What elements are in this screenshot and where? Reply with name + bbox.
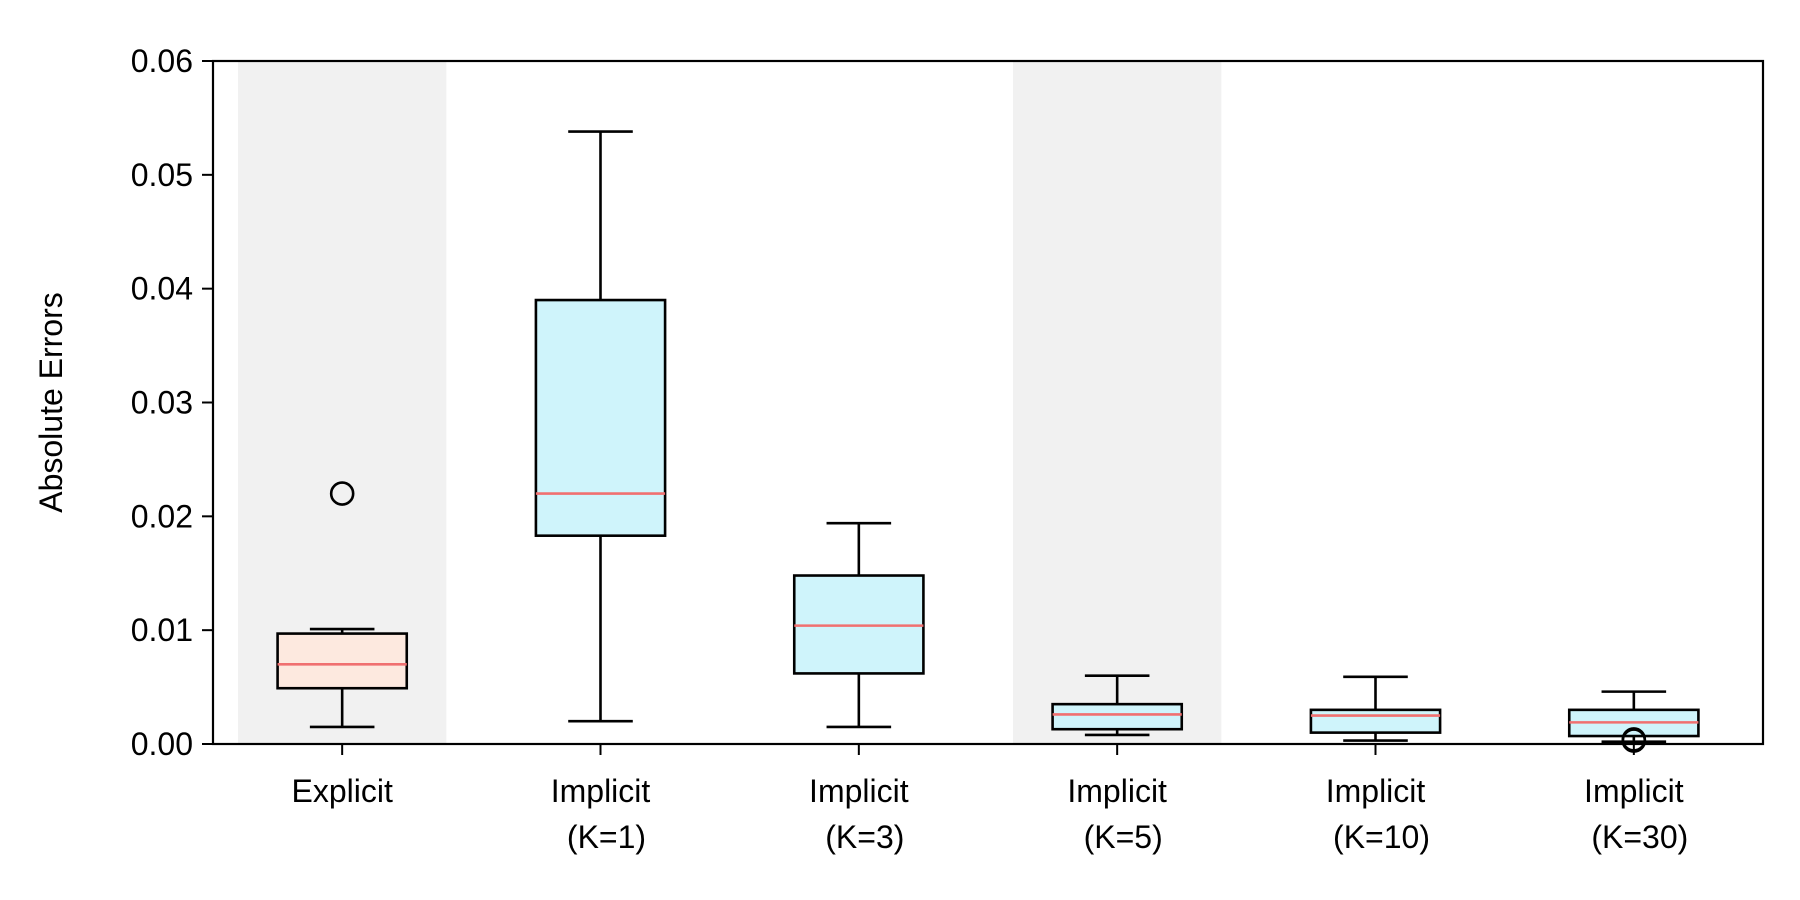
y-tick-label: 0.05	[131, 157, 193, 193]
box-1	[534, 130, 667, 723]
outlier-point	[329, 481, 355, 506]
y-tick-label: 0.03	[131, 385, 193, 421]
shade-band	[1013, 61, 1222, 744]
x-axis: Explicit Implicit (K=1) Implicit (K=3) Implic…	[291, 744, 1688, 855]
category-shading	[238, 61, 1222, 744]
y-tick-label: 0.04	[131, 271, 193, 307]
y-tick-label: 0.06	[131, 43, 193, 79]
x-tick-label: Implicit	[1067, 773, 1167, 809]
y-tick-label: 0.02	[131, 498, 193, 534]
x-tick-label-sub: (K=3)	[825, 819, 904, 855]
box-iqr	[1309, 708, 1442, 734]
x-tick-label-sub: (K=10)	[1333, 819, 1430, 855]
y-tick-label: 0.00	[131, 726, 193, 762]
box-iqr	[276, 632, 409, 690]
x-tick-label: Explicit	[291, 773, 392, 809]
y-axis: 0.00 0.01 0.02 0.03 0.04 0.05 0.06	[131, 43, 213, 762]
x-tick-label: Implicit	[551, 773, 651, 809]
box-2	[792, 521, 925, 729]
box-4	[1309, 675, 1442, 742]
x-tick-label-sub: (K=5)	[1084, 819, 1163, 855]
x-tick-label: Implicit	[1584, 773, 1684, 809]
box-iqr	[1051, 702, 1184, 731]
box-3	[1051, 674, 1184, 737]
box-0	[276, 481, 409, 729]
y-tick-label: 0.01	[131, 612, 193, 648]
y-axis-title: Absolute Errors	[33, 292, 69, 513]
x-tick-label-sub: (K=30)	[1591, 819, 1688, 855]
box-iqr	[534, 298, 667, 537]
box-5	[1567, 690, 1700, 753]
x-tick-label: Implicit	[1326, 773, 1426, 809]
x-tick-label: Implicit	[809, 773, 909, 809]
x-tick-label-sub: (K=1)	[567, 819, 646, 855]
box-series	[276, 130, 1700, 753]
